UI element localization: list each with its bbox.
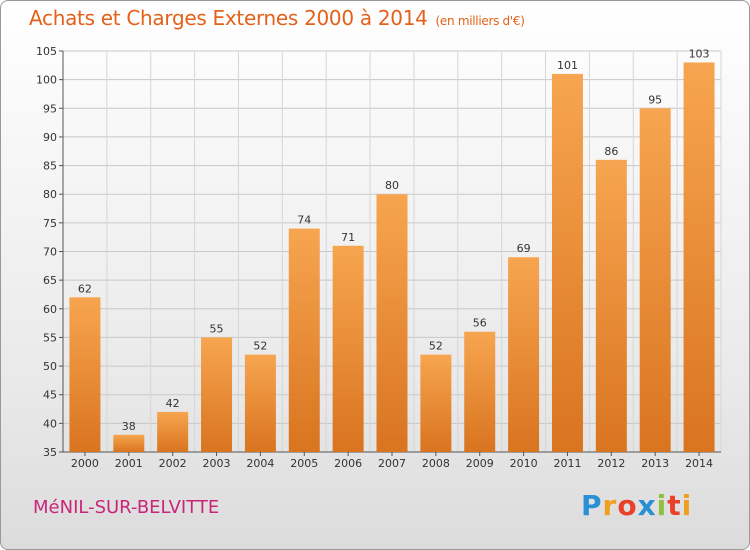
xtick-label-2003: 2003 (203, 457, 231, 470)
xtick-label-2002: 2002 (159, 457, 187, 470)
bar-2006 (332, 245, 364, 452)
value-label-2005: 74 (297, 214, 311, 227)
bar-2007 (376, 194, 408, 452)
bar-2009 (464, 331, 496, 452)
xtick-label-2011: 2011 (553, 457, 581, 470)
bar-2001 (113, 434, 145, 452)
xtick-label-2013: 2013 (641, 457, 669, 470)
value-label-2001: 38 (122, 420, 136, 433)
ytick-label-95: 95 (43, 102, 57, 115)
xtick-label-2010: 2010 (510, 457, 538, 470)
value-label-2004: 52 (253, 340, 267, 353)
value-label-2009: 56 (473, 317, 487, 330)
bar-2005 (288, 228, 320, 452)
bar-2010 (508, 257, 540, 452)
value-label-2010: 69 (517, 242, 531, 255)
chart-title-text: Achats et Charges Externes 2000 à 2014 (29, 6, 428, 30)
value-label-2007: 80 (385, 179, 399, 192)
chart-subtitle: (en milliers d'€) (435, 14, 525, 28)
logo-letter: x (637, 489, 657, 522)
logo-letter: o (617, 489, 638, 522)
ytick-label-40: 40 (43, 417, 57, 430)
ytick-label-50: 50 (43, 360, 57, 373)
xtick-label-2007: 2007 (378, 457, 406, 470)
xtick-label-2012: 2012 (597, 457, 625, 470)
ytick-label-75: 75 (43, 217, 57, 230)
proxiti-logo[interactable]: Proxiti (581, 489, 692, 522)
xtick-label-2009: 2009 (466, 457, 494, 470)
value-label-2008: 52 (429, 340, 443, 353)
value-label-2014: 103 (689, 47, 710, 60)
xtick-label-2006: 2006 (334, 457, 362, 470)
bars (69, 62, 715, 453)
xtick-label-2004: 2004 (246, 457, 274, 470)
bar-2012 (595, 159, 627, 453)
ytick-label-65: 65 (43, 274, 57, 287)
ytick-label-55: 55 (43, 331, 57, 344)
bar-2014 (683, 62, 715, 452)
value-label-2002: 42 (166, 397, 180, 410)
ytick-label-85: 85 (43, 160, 57, 173)
bar-2008 (420, 354, 452, 452)
ytick-label-45: 45 (43, 389, 57, 402)
value-label-2000: 62 (78, 282, 92, 295)
value-label-2012: 86 (604, 145, 618, 158)
ytick-label-70: 70 (43, 246, 57, 259)
ytick-label-80: 80 (43, 188, 57, 201)
logo-letter: i (656, 489, 668, 522)
xtick-label-2001: 2001 (115, 457, 143, 470)
commune-name: MéNIL-SUR-BELVITTE (33, 497, 220, 518)
xtick-label-2008: 2008 (422, 457, 450, 470)
value-label-2011: 101 (557, 59, 578, 72)
ytick-label-100: 100 (36, 74, 57, 87)
logo-letter: P (581, 489, 603, 522)
bar-2003 (201, 337, 233, 452)
bar-2013 (639, 108, 671, 453)
xtick-label-2005: 2005 (290, 457, 318, 470)
value-label-2013: 95 (648, 93, 662, 106)
ytick-label-105: 105 (36, 45, 57, 58)
value-label-2003: 55 (210, 322, 224, 335)
bar-2002 (157, 411, 189, 452)
xtick-label-2000: 2000 (71, 457, 99, 470)
value-labels: 62 38 42 55 52 74 71 80 52 56 69 101 86 95 103 (78, 47, 710, 432)
logo-letter: t (667, 489, 682, 522)
ytick-label-60: 60 (43, 303, 57, 316)
xtick-label-2014: 2014 (685, 457, 713, 470)
logo-letter: r (602, 489, 618, 522)
chart-title: Achats et Charges Externes 2000 à 2014 (e… (29, 6, 525, 30)
logo-letter: i (681, 489, 693, 522)
value-label-2006: 71 (341, 231, 355, 244)
bar-2000 (69, 297, 101, 452)
bar-2011 (551, 73, 583, 453)
ytick-label-35: 35 (43, 446, 57, 459)
bar-2004 (244, 354, 276, 452)
ytick-label-90: 90 (43, 131, 57, 144)
